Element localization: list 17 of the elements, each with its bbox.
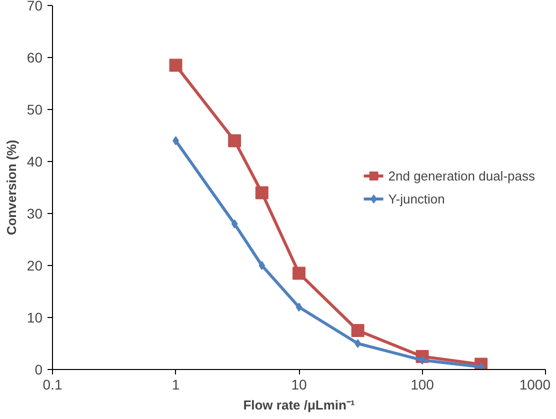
y-tick-label: 60 <box>26 50 43 66</box>
legend-label: Y-junction <box>388 191 445 206</box>
y-tick-label: 0 <box>34 362 43 378</box>
y-tick-label: 40 <box>26 154 43 170</box>
x-tick-label: 10 <box>291 376 307 392</box>
y-tick-label: 20 <box>26 258 43 274</box>
y-tick-label: 70 <box>26 0 43 14</box>
y-tick-label: 30 <box>26 206 43 222</box>
y-tick-label: 50 <box>26 102 43 118</box>
y-tick-label: 10 <box>26 310 43 326</box>
x-axis-title: Flow rate /μLmin⁻¹ <box>243 398 355 412</box>
x-tick-label: 1 <box>172 376 180 392</box>
x-tick-label: 1000 <box>519 376 551 392</box>
x-tick-label: 0.1 <box>42 376 62 392</box>
y-axis-title: Conversion (%) <box>4 140 19 236</box>
x-tick-label: 100 <box>410 376 434 392</box>
legend-label: 2nd generation dual-pass <box>388 168 535 183</box>
